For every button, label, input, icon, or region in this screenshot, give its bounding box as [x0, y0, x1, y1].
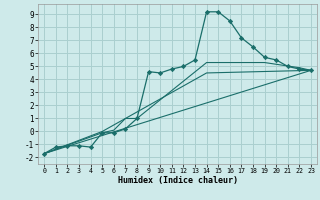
X-axis label: Humidex (Indice chaleur): Humidex (Indice chaleur)	[118, 176, 238, 185]
